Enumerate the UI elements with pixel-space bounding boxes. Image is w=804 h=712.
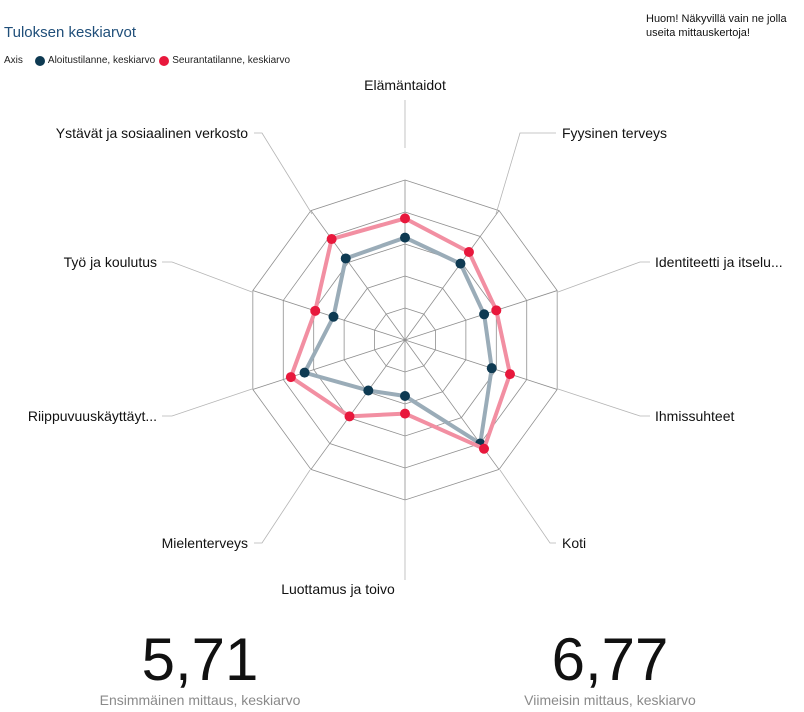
axis-label: Koti xyxy=(562,535,586,551)
legend-dot-baseline xyxy=(34,55,45,66)
series-point-baseline xyxy=(455,258,466,269)
series-point-followup xyxy=(310,305,321,316)
series-point-baseline xyxy=(479,309,490,320)
series-point-baseline xyxy=(363,385,374,396)
legend: Axis Aloitustilanne, keskiarvo Seurantat… xyxy=(4,55,294,66)
series-point-followup xyxy=(400,408,410,419)
series-point-baseline xyxy=(340,253,351,264)
legend-item-followup[interactable]: Seurantatilanne, keskiarvo xyxy=(159,55,290,66)
series-point-baseline xyxy=(400,391,410,401)
axis-label: Fyysinen terveys xyxy=(562,125,667,141)
axis-label: Identiteetti ja itselu... xyxy=(655,254,783,270)
series-point-baseline xyxy=(328,311,339,322)
series-point-followup xyxy=(326,234,337,245)
grid-spoke xyxy=(252,339,406,390)
chart-title: Tuloksen keskiarvot xyxy=(4,24,136,41)
grid-spoke xyxy=(310,339,406,470)
axis-label-connector xyxy=(499,469,556,544)
kpi-first-label: Ensimmäinen mittaus, keskiarvo xyxy=(99,692,301,708)
series-point-followup xyxy=(463,246,474,257)
legend-label-followup: Seurantatilanne, keskiarvo xyxy=(172,55,291,66)
kpi-latest-value: 6,77 xyxy=(551,626,669,693)
series-point-followup xyxy=(504,369,515,380)
axis-label: Elämäntaidot xyxy=(364,77,446,93)
legend-item-baseline[interactable]: Aloitustilanne, keskiarvo xyxy=(34,55,156,66)
legend-dot-followup xyxy=(159,55,170,66)
series-point-followup xyxy=(491,305,502,316)
info-note: Huom! Näkyvillä vain ne jolla useita mit… xyxy=(646,13,787,39)
grid-spoke xyxy=(404,210,500,341)
legend-label-baseline: Aloitustilanne, keskiarvo xyxy=(47,55,156,66)
kpi-latest-label: Viimeisin mittaus, keskiarvo xyxy=(524,692,696,708)
axis-label: Riippuvuuskäyttäyt... xyxy=(28,408,157,424)
series-point-followup xyxy=(285,372,296,383)
series-point-followup xyxy=(478,443,489,454)
kpi-latest-measurement: 6,77 Viimeisin mittaus, keskiarvo xyxy=(480,626,740,709)
axis-label-connector xyxy=(495,132,556,215)
axis-label-connector xyxy=(162,261,253,293)
grid-spoke xyxy=(404,339,558,390)
axis-label-connector xyxy=(557,261,650,293)
axis-label-connector xyxy=(557,388,650,417)
legend-axis-label: Axis xyxy=(4,55,23,66)
axis-label: Mielenterveys xyxy=(162,535,248,551)
series-point-baseline xyxy=(400,232,410,243)
axis-label-connector xyxy=(162,388,253,417)
series-point-baseline xyxy=(486,363,497,374)
axis-label-connector xyxy=(254,132,313,215)
series-point-followup xyxy=(344,411,355,422)
axis-label: Ystävät ja sosiaalinen verkosto xyxy=(56,125,248,141)
series-point-baseline xyxy=(299,367,310,378)
axis-label: Työ ja koulutus xyxy=(64,254,157,270)
series-point-followup xyxy=(400,213,410,224)
axis-label: Luottamus ja toivo xyxy=(281,581,395,597)
axis-label-connector xyxy=(254,469,311,544)
axis-label: Ihmissuhteet xyxy=(655,408,734,424)
kpi-first-measurement: 5,71 Ensimmäinen mittaus, keskiarvo xyxy=(70,626,330,709)
kpi-first-value: 5,71 xyxy=(141,626,259,693)
grid-spoke xyxy=(310,210,406,341)
